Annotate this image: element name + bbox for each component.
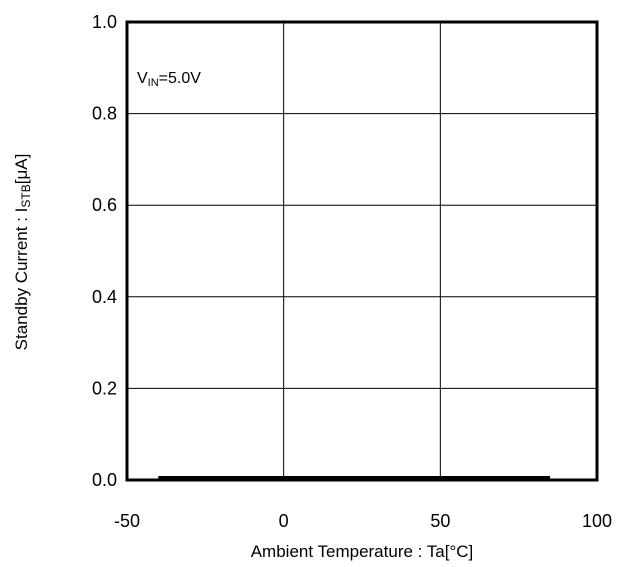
annotation-main: V — [137, 70, 148, 87]
y-axis-title-suffix: [μA] — [12, 154, 31, 185]
x-tick-label: 50 — [430, 511, 450, 531]
y-axis-title-subscript: STB — [19, 184, 33, 207]
y-axis-title: Standby Current : ISTB[μA] — [12, 154, 33, 351]
y-tick-label: 0.2 — [92, 378, 117, 398]
y-tick-label: 0.4 — [92, 287, 117, 307]
x-tick-labels: -50 0 50 100 — [114, 511, 612, 531]
y-tick-label: 0.8 — [92, 104, 117, 124]
input-voltage-annotation: VIN=5.0V — [137, 70, 201, 89]
annotation-subscript: IN — [148, 77, 159, 89]
y-tick-label: 0.6 — [92, 195, 117, 215]
x-tick-label: -50 — [114, 511, 140, 531]
x-tick-label: 0 — [279, 511, 289, 531]
x-axis-title: Ambient Temperature : Ta[°C] — [251, 542, 474, 561]
grid-lines — [127, 22, 597, 480]
y-tick-labels: 0.0 0.2 0.4 0.6 0.8 1.0 — [92, 12, 117, 490]
plot-frame — [125, 20, 599, 482]
x-tick-label: 100 — [582, 511, 612, 531]
y-tick-label: 0.0 — [92, 470, 117, 490]
annotation-rest: =5.0V — [159, 70, 202, 87]
y-axis-title-prefix: Standby Current : I — [12, 208, 31, 351]
y-tick-label: 1.0 — [92, 12, 117, 32]
